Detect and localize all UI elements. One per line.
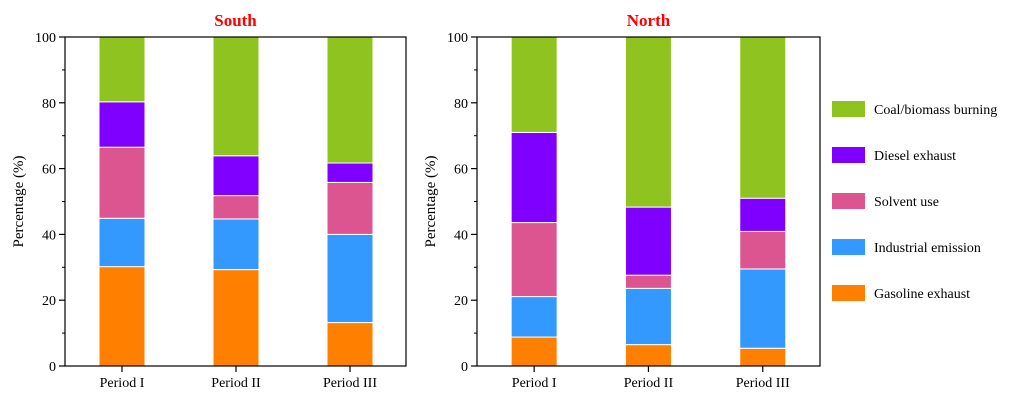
bar-segment [213,196,259,219]
bar-segment [99,102,145,147]
y-tick-label: 100 [447,31,468,46]
bar-segment [625,288,671,344]
bar-segment [213,37,259,156]
y-axis-label: Percentage (%) [423,155,439,247]
y-tick-label: 20 [42,294,56,309]
bar-segment [99,37,145,102]
bar-segment [511,223,557,297]
bar-segment [327,323,373,366]
bar-segment [327,182,373,234]
bar-segment [99,267,145,366]
y-axis-label: Percentage (%) [11,155,27,247]
legend-label: Diesel exhaust [874,149,956,164]
south-panel: South 0 20 40 60 80 100 Period I Period II Period… [11,11,406,391]
bar-segment [327,37,373,163]
bar-segment [511,337,557,366]
bar-segment [213,270,259,366]
legend-label: Coal/biomass burning [874,103,997,118]
x-tick-label: Period I [100,376,145,391]
x-tick-label: Period II [624,376,674,391]
bar-segment [99,147,145,218]
bar-segment [213,156,259,196]
x-tick-label: Period II [211,376,261,391]
y-tick-label: 0 [49,360,56,375]
y-tick-label: 60 [454,163,468,178]
bar-segment [625,37,671,207]
bar-segment [327,234,373,322]
bar-segment [625,207,671,275]
y-tick-label: 40 [42,228,56,243]
y-tick-label: 80 [42,97,56,112]
y-tick-label: 0 [461,360,468,375]
y-tick-label: 60 [42,163,56,178]
legend: Coal/biomass burning Diesel exhaust Solven… [832,101,997,302]
north-panel: North 0 20 40 60 80 100 Period I Period II Period… [423,11,820,391]
bar-segment [740,348,786,366]
legend-label: Gasoline exhaust [874,287,970,302]
bar-segment [213,219,259,270]
x-tick-label: Period III [736,376,790,391]
bar-segment [511,297,557,337]
y-tick-label: 20 [454,294,468,309]
chart-title: South [214,11,257,30]
bar-segment [625,275,671,288]
bar-segment [511,37,557,132]
bar-segment [740,269,786,348]
legend-swatch [832,101,865,117]
legend-label: Solvent use [874,195,939,210]
bar-segment [740,37,786,198]
bar-segment [327,163,373,182]
bar-segment [625,345,671,366]
legend-swatch [832,239,865,255]
legend-swatch [832,193,865,209]
bar-segment [511,132,557,222]
legend-swatch [832,147,865,163]
legend-label: Industrial emission [874,241,981,256]
bar-segment [740,198,786,231]
y-tick-label: 80 [454,97,468,112]
x-tick-label: Period III [323,376,377,391]
legend-swatch [832,285,865,301]
x-tick-label: Period I [512,376,557,391]
chart-title: North [627,11,671,30]
bar-segment [99,218,145,266]
y-tick-label: 40 [454,228,468,243]
bar-segment [740,231,786,269]
y-tick-label: 100 [35,31,56,46]
